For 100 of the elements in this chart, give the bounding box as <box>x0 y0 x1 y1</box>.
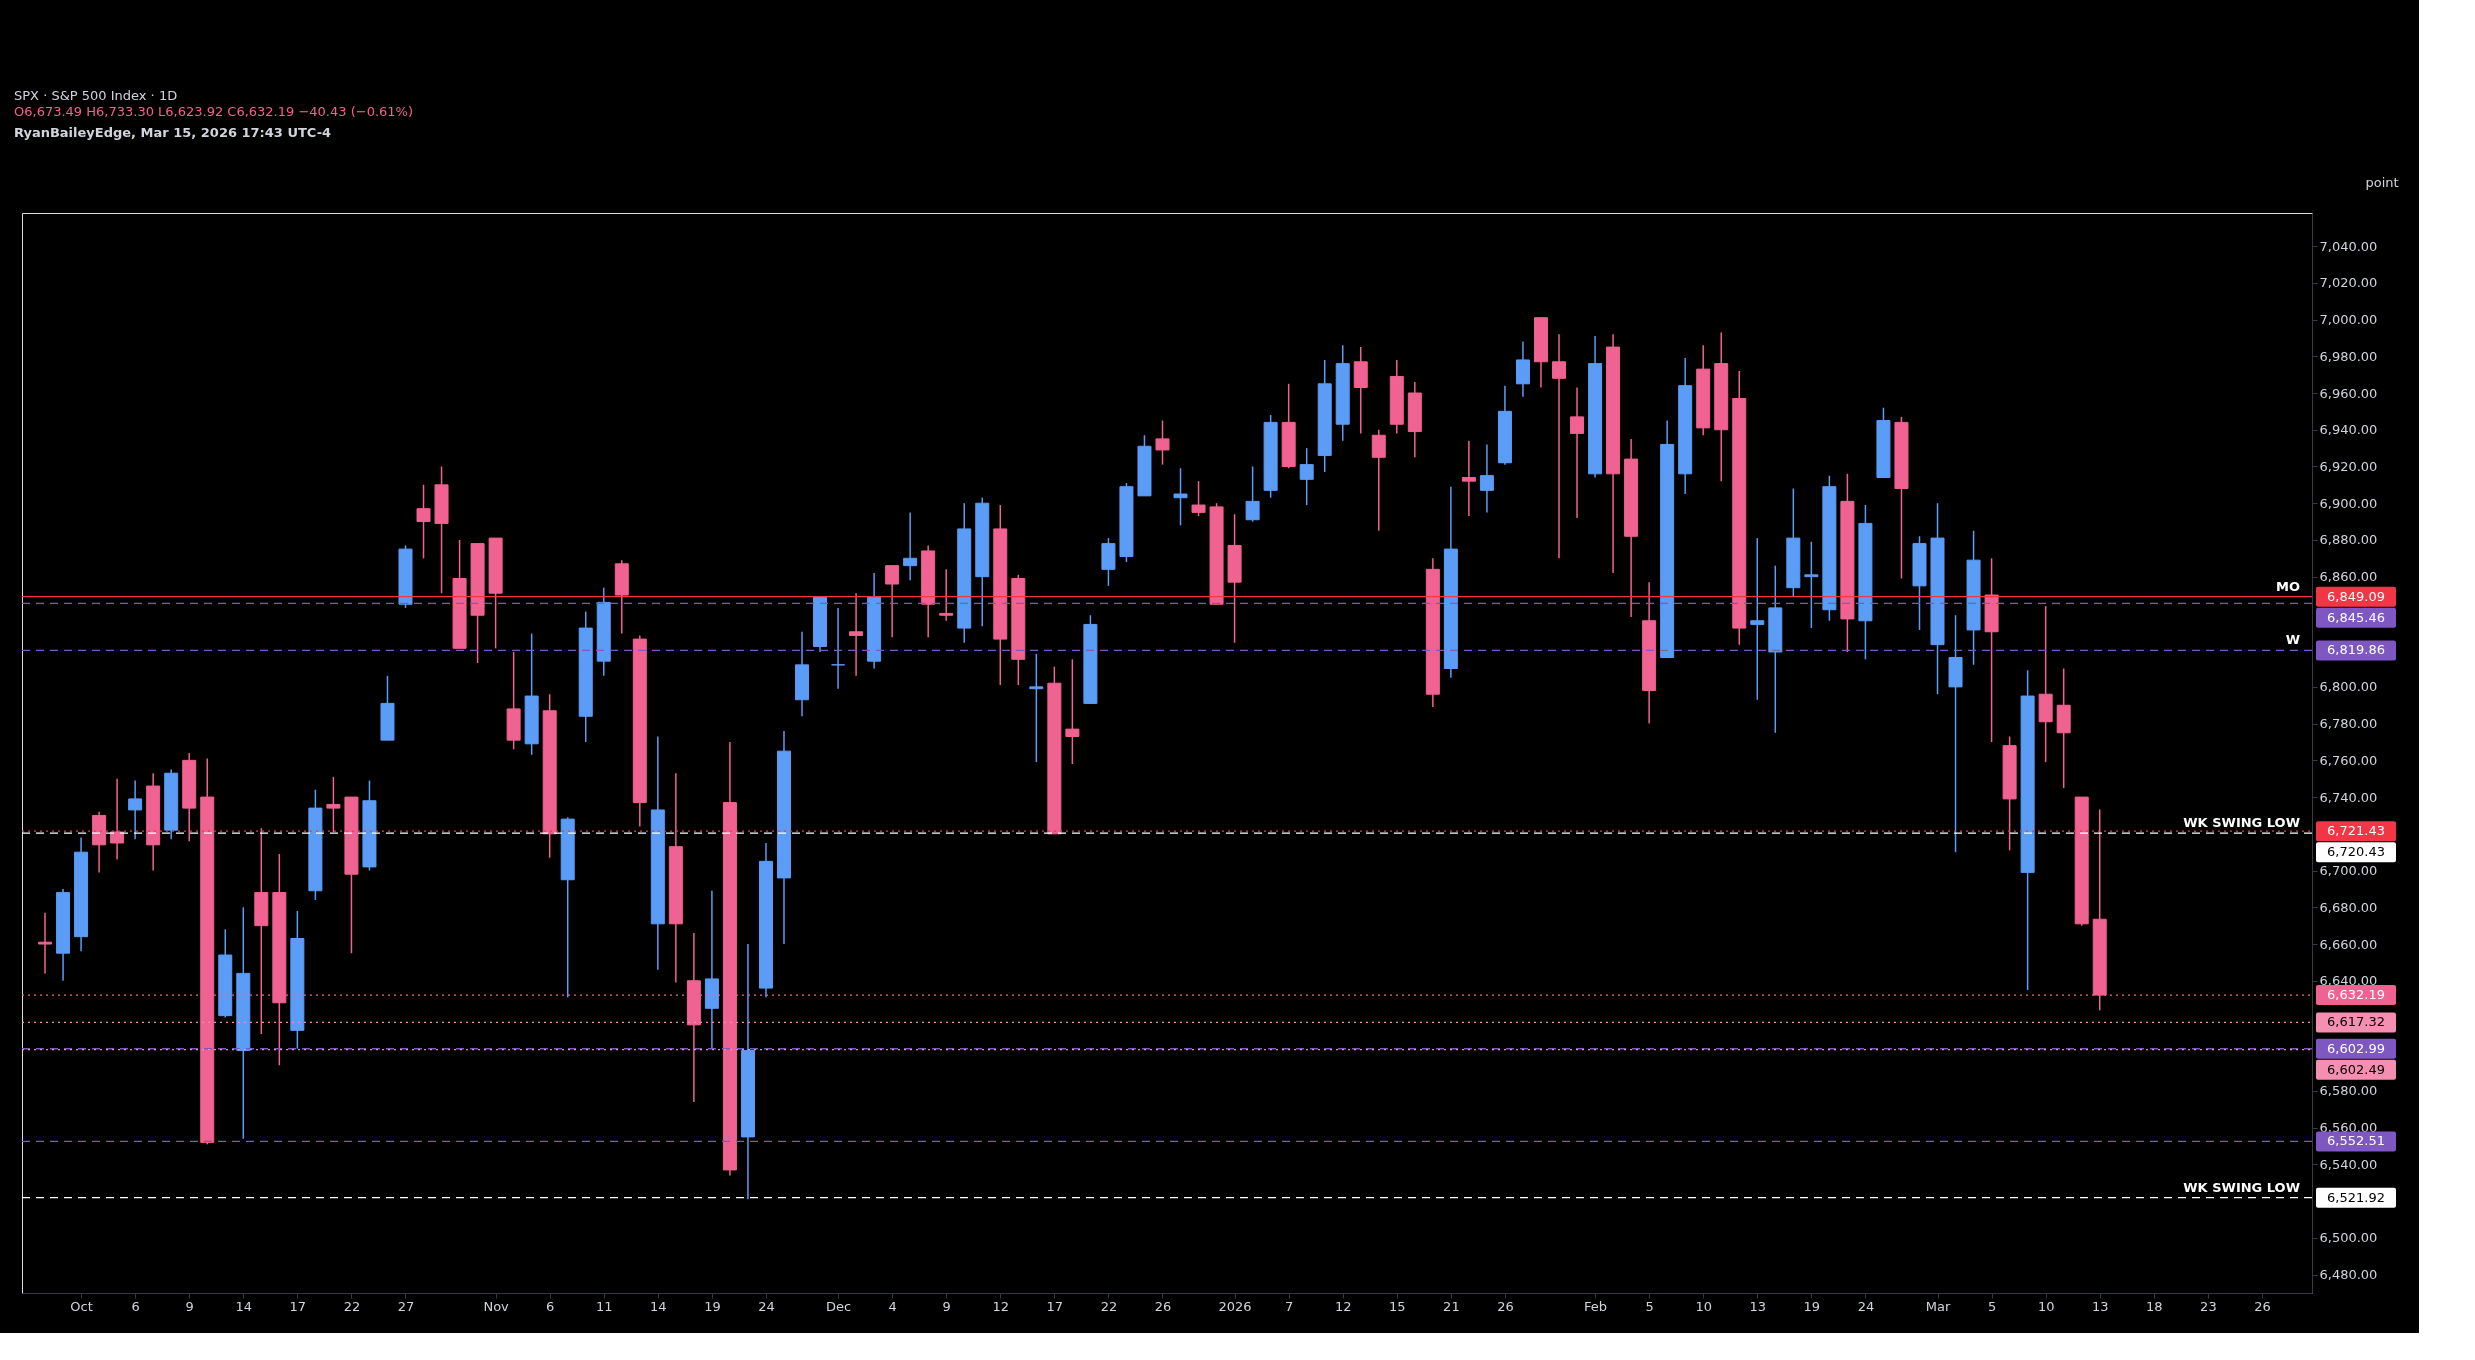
x-tick-label: 17 <box>1046 1298 1064 1314</box>
candlestick <box>1804 541 1819 629</box>
y-tick-label: 6,760.00 <box>2319 752 2378 768</box>
candlestick <box>1029 653 1044 763</box>
y-tick-label: 6,540.00 <box>2319 1156 2378 1172</box>
text: 6,632.19 <box>2327 987 2385 1003</box>
y-tick-label: 6,500.00 <box>2319 1230 2378 1246</box>
ref-line-label: W <box>2285 632 2300 648</box>
x-tick-label: 23 <box>2200 1298 2217 1314</box>
x-tick-label: 18 <box>2146 1298 2163 1314</box>
x-tick-label: 19 <box>704 1298 721 1314</box>
text: 6,819.86 <box>2327 642 2385 658</box>
x-tick-label: Oct <box>70 1298 93 1314</box>
y-tick-label: 6,680.00 <box>2319 899 2378 915</box>
y-tick-label: 6,940.00 <box>2319 422 2378 438</box>
y-tick-label: 6,860.00 <box>2319 569 2378 585</box>
candlestick <box>38 912 53 975</box>
x-tick-label: 26 <box>1497 1298 1514 1314</box>
y-tick-label: 7,000.00 <box>2319 312 2378 328</box>
x-tick-label: 9 <box>942 1298 951 1314</box>
y-tick-label: 6,800.00 <box>2319 679 2378 695</box>
candlestick <box>831 607 846 690</box>
text: 6,720.43 <box>2327 844 2385 860</box>
x-tick-label: Nov <box>483 1298 510 1314</box>
candlestick <box>1552 333 1567 560</box>
candlestick <box>903 511 918 582</box>
candlestick <box>1570 386 1585 519</box>
text: 6,617.32 <box>2327 1014 2385 1030</box>
x-tick-label: 24 <box>758 1298 775 1314</box>
candlestick <box>1155 419 1170 466</box>
y-tick-label: 7,040.00 <box>2319 238 2378 254</box>
x-tick-label: 10 <box>1695 1298 1712 1314</box>
y-tick-label: 6,780.00 <box>2319 716 2378 732</box>
x-tick-label: 4 <box>888 1298 897 1314</box>
candlestick <box>1065 658 1080 765</box>
x-tick-label: 7 <box>1285 1298 1294 1314</box>
chart-title: SPX · S&P 500 Index · 1D <box>14 88 178 103</box>
candlestick <box>1515 340 1530 398</box>
candlestick <box>1461 440 1476 517</box>
candlestick <box>1299 447 1314 506</box>
ref-line-label: MO <box>2276 578 2300 594</box>
x-tick-label: 6 <box>546 1298 555 1314</box>
x-tick-label: 13 <box>1749 1298 1767 1314</box>
candlestick <box>128 779 143 841</box>
ref-line-label: WK SWING LOW <box>2183 1179 2300 1195</box>
y-tick-label: 7,020.00 <box>2319 275 2378 291</box>
text: 6,602.49 <box>2327 1061 2385 1077</box>
candlestick <box>885 564 900 639</box>
x-tick-label: 12 <box>1334 1298 1352 1314</box>
text: 6,552.51 <box>2327 1133 2385 1149</box>
x-tick-label: 22 <box>343 1298 361 1314</box>
x-tick-label: 11 <box>595 1298 613 1314</box>
x-tick-label: 5 <box>1987 1298 1997 1314</box>
x-tick-label: 26 <box>1154 1298 1172 1314</box>
x-tick-label: 22 <box>1100 1298 1118 1314</box>
y-tick-label: 6,900.00 <box>2319 495 2378 511</box>
x-tick-label: 13 <box>2091 1298 2109 1314</box>
x-tick-label: 24 <box>1857 1298 1875 1314</box>
candlestick <box>849 592 864 677</box>
candlestick <box>1750 537 1765 701</box>
text: 6,721.43 <box>2327 823 2385 839</box>
x-tick-label: Feb <box>1584 1298 1608 1314</box>
x-tick-label: Mar <box>1925 1298 1951 1314</box>
y-tick-label: 6,880.00 <box>2319 532 2378 548</box>
x-tick-label: 14 <box>650 1298 667 1314</box>
x-tick-label: 10 <box>2037 1298 2055 1314</box>
candlestick <box>1245 465 1260 523</box>
text: 6,845.46 <box>2327 609 2385 625</box>
candlestick <box>1479 443 1494 514</box>
candlestick <box>1173 467 1188 526</box>
y-tick-label: 6,660.00 <box>2319 936 2378 952</box>
y-tick-label: 6,960.00 <box>2319 385 2378 401</box>
y-tick-label: 6,920.00 <box>2319 458 2378 474</box>
text: 6,521.92 <box>2327 1189 2385 1205</box>
candlestick <box>326 776 341 833</box>
x-tick-label: 15 <box>1389 1298 1406 1314</box>
y-tick-label: 6,560.00 <box>2319 1120 2378 1136</box>
y-tick-label: 6,740.00 <box>2319 789 2378 805</box>
x-tick-label: 21 <box>1443 1298 1460 1314</box>
text: 6,849.09 <box>2327 588 2385 604</box>
x-tick-label: 19 <box>1803 1298 1821 1314</box>
candlestick <box>110 777 125 861</box>
candlestick <box>939 568 954 622</box>
y-tick-label: 6,480.00 <box>2319 1267 2378 1283</box>
x-tick-label: 6 <box>131 1298 140 1314</box>
ref-line-label: WK SWING LOW <box>2183 815 2300 831</box>
candlestick <box>1191 480 1206 517</box>
x-tick-label: 27 <box>397 1298 415 1314</box>
y-tick-label: 6,580.00 <box>2319 1083 2378 1099</box>
x-tick-label: 2026 <box>1218 1298 1252 1314</box>
y-tick-label: 6,980.00 <box>2319 348 2378 364</box>
x-tick-label: Dec <box>825 1298 852 1314</box>
x-tick-label: 9 <box>185 1298 194 1314</box>
y-tick-label: 6,640.00 <box>2319 973 2378 989</box>
x-tick-label: 12 <box>992 1298 1010 1314</box>
y-tick-label: 6,700.00 <box>2319 863 2378 879</box>
candlestick <box>1371 428 1386 532</box>
candlestick <box>416 484 431 560</box>
text: RyanBaileyEdge, Mar 15, 2026 17:43 UTC-4 <box>14 125 332 140</box>
text: 6,602.99 <box>2327 1040 2385 1056</box>
